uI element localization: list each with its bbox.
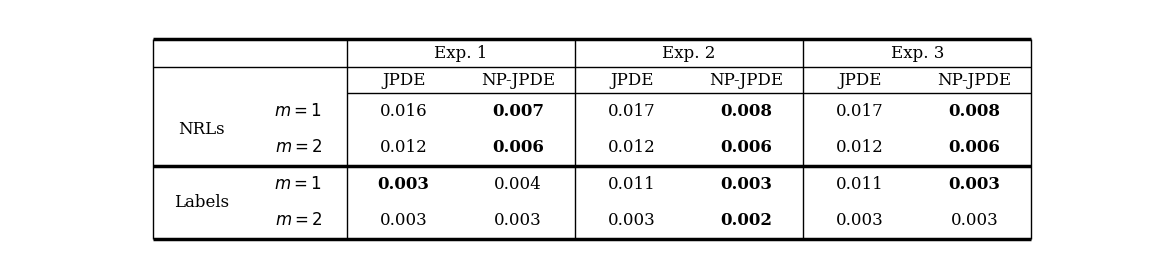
Text: 0.011: 0.011 bbox=[836, 176, 884, 193]
Text: JPDE: JPDE bbox=[838, 71, 882, 89]
Text: NP-JPDE: NP-JPDE bbox=[709, 71, 783, 89]
Text: 0.006: 0.006 bbox=[492, 139, 543, 156]
Text: $m = 1$: $m = 1$ bbox=[274, 176, 323, 193]
Text: 0.008: 0.008 bbox=[720, 103, 772, 120]
Text: 0.006: 0.006 bbox=[948, 139, 1000, 156]
Text: $m = 2$: $m = 2$ bbox=[274, 213, 323, 229]
Text: 0.006: 0.006 bbox=[720, 139, 772, 156]
Text: 0.003: 0.003 bbox=[608, 213, 655, 229]
Text: 0.012: 0.012 bbox=[608, 139, 655, 156]
Text: Labels: Labels bbox=[175, 194, 229, 211]
Text: JPDE: JPDE bbox=[610, 71, 653, 89]
Text: $m = 2$: $m = 2$ bbox=[274, 139, 323, 156]
Text: JPDE: JPDE bbox=[381, 71, 425, 89]
Text: Exp. 2: Exp. 2 bbox=[662, 45, 716, 62]
Text: 0.003: 0.003 bbox=[948, 176, 1000, 193]
Text: 0.007: 0.007 bbox=[491, 103, 543, 120]
Text: NP-JPDE: NP-JPDE bbox=[938, 71, 1012, 89]
Text: NP-JPDE: NP-JPDE bbox=[481, 71, 555, 89]
Text: 0.008: 0.008 bbox=[948, 103, 1000, 120]
Text: 0.003: 0.003 bbox=[494, 213, 542, 229]
Text: 0.002: 0.002 bbox=[720, 213, 772, 229]
Text: 0.016: 0.016 bbox=[380, 103, 428, 120]
Text: 0.012: 0.012 bbox=[380, 139, 428, 156]
Text: 0.011: 0.011 bbox=[608, 176, 655, 193]
Text: 0.017: 0.017 bbox=[608, 103, 655, 120]
Text: 0.003: 0.003 bbox=[378, 176, 430, 193]
Text: 0.003: 0.003 bbox=[720, 176, 772, 193]
Text: 0.003: 0.003 bbox=[950, 213, 999, 229]
Text: Exp. 1: Exp. 1 bbox=[434, 45, 488, 62]
Text: Exp. 3: Exp. 3 bbox=[890, 45, 944, 62]
Text: 0.003: 0.003 bbox=[380, 213, 428, 229]
Text: 0.004: 0.004 bbox=[494, 176, 542, 193]
Text: 0.017: 0.017 bbox=[836, 103, 884, 120]
Text: 0.012: 0.012 bbox=[836, 139, 884, 156]
Text: $m = 1$: $m = 1$ bbox=[274, 103, 323, 120]
Text: 0.003: 0.003 bbox=[836, 213, 884, 229]
Text: NRLs: NRLs bbox=[178, 121, 225, 138]
